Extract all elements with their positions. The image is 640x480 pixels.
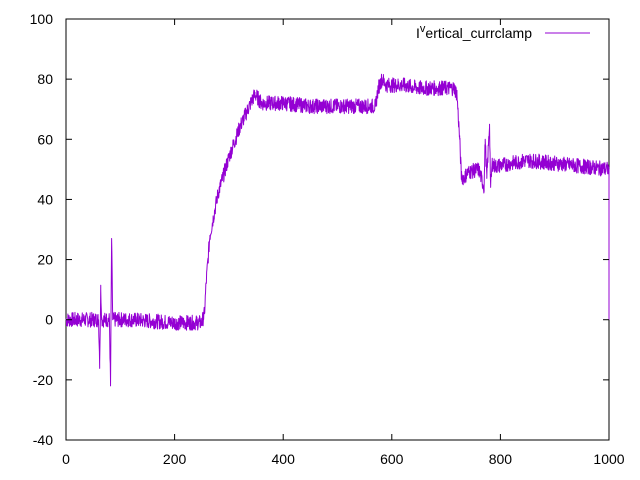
plot-border [65, 18, 610, 441]
y-tick-label: 40 [37, 191, 53, 207]
x-tick-label: 200 [163, 451, 187, 467]
x-tick-label: 400 [272, 451, 296, 467]
legend-entry-label: Ivertical_currclamp [416, 23, 532, 41]
y-tick-label: 60 [37, 131, 53, 147]
legend: Ivertical_currclamp [416, 23, 590, 41]
y-tick-label: -20 [33, 372, 53, 388]
y-tick-label: -40 [33, 432, 53, 448]
series-layer [65, 73, 610, 387]
x-tick-label: 0 [62, 451, 70, 467]
series-line [65, 73, 610, 387]
plot-frame [65, 18, 610, 441]
x-tick-label: 600 [380, 451, 404, 467]
x-tick-label: 800 [489, 451, 513, 467]
y-tick-label: 20 [37, 252, 53, 268]
y-tick-label: 80 [37, 71, 53, 87]
x-tick-label: 1000 [593, 451, 624, 467]
axis-ticks: 0 200 400 600 800 1000 -40 -20 0 20 40 60 80 100 [30, 11, 625, 467]
y-tick-label: 0 [45, 312, 53, 328]
y-tick-label: 100 [30, 11, 54, 27]
